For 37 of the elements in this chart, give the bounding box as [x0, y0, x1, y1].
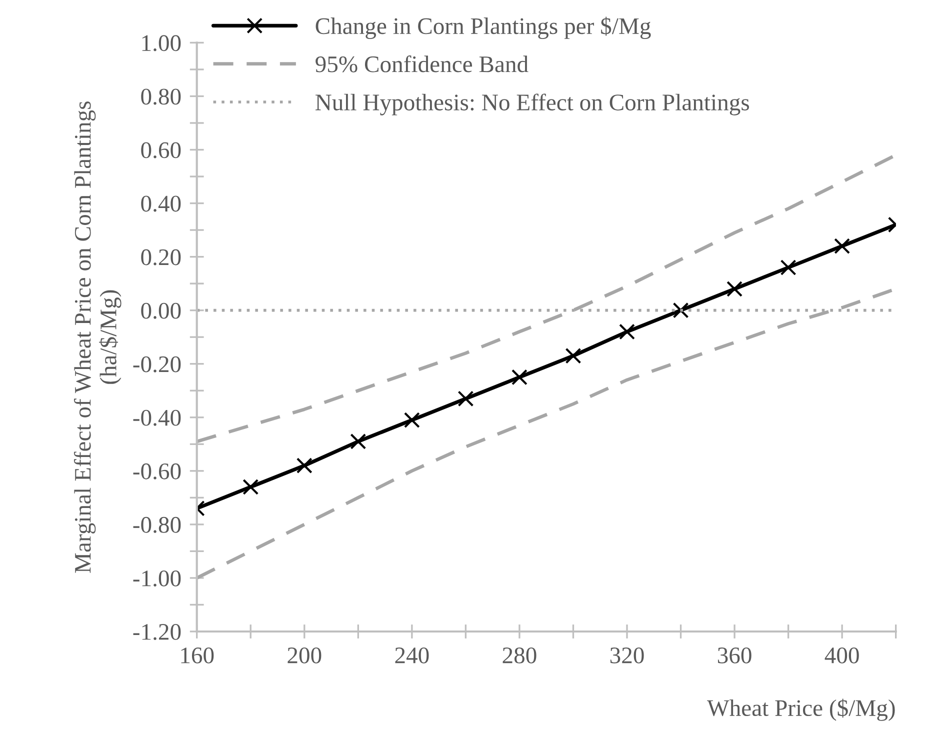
x-axis-title: Wheat Price ($/Mg): [707, 698, 895, 721]
line-series: [196, 153, 896, 444]
y-tick-label: -0.60: [133, 463, 181, 480]
point: [565, 348, 582, 364]
y-tick-label: -0.20: [133, 356, 181, 372]
y-tick-label: -1.20: [133, 624, 181, 640]
y-tick-label: 0.60: [141, 142, 181, 158]
y-tick-label: -1.00: [133, 570, 181, 586]
y-tick-label: -0.80: [133, 516, 181, 533]
point: [458, 390, 474, 407]
x-tick-label: 280: [502, 647, 536, 664]
point: [242, 478, 259, 495]
point: [350, 433, 366, 450]
legend-label: 95% Confidence Band: [316, 55, 528, 72]
y-tick-label: 0.20: [141, 249, 181, 266]
point: [726, 280, 743, 297]
y-tick-label: 0.80: [141, 88, 181, 105]
y-tick-label: -0.40: [133, 410, 181, 426]
point: [619, 324, 635, 340]
point: [672, 302, 689, 318]
x-tick-label: 200: [288, 647, 322, 664]
x-tick-label: 160: [181, 647, 214, 664]
point: [296, 458, 312, 474]
y-tick-label: 1.00: [142, 35, 181, 52]
x-tick-label: 240: [395, 647, 429, 664]
x-tick-label: 320: [610, 647, 644, 664]
y-tick-label: 0.40: [141, 196, 181, 212]
x-tick-label: 400: [824, 647, 859, 664]
point: [404, 412, 420, 428]
y-axis-title: Marginal Effect of Wheat Price on Corn Plantings (ha/$/Mg): [74, 102, 122, 573]
legend-label: Null Hypothesis: No Effect on Corn Plantings: [316, 94, 750, 116]
point: [780, 260, 796, 276]
legend-label: Change in Corn Plantings per $/Mg: [316, 16, 651, 39]
y-tick-label: 0.00: [141, 302, 181, 319]
point: [511, 369, 528, 386]
x-tick-label: 360: [718, 647, 752, 664]
point: [834, 238, 850, 254]
